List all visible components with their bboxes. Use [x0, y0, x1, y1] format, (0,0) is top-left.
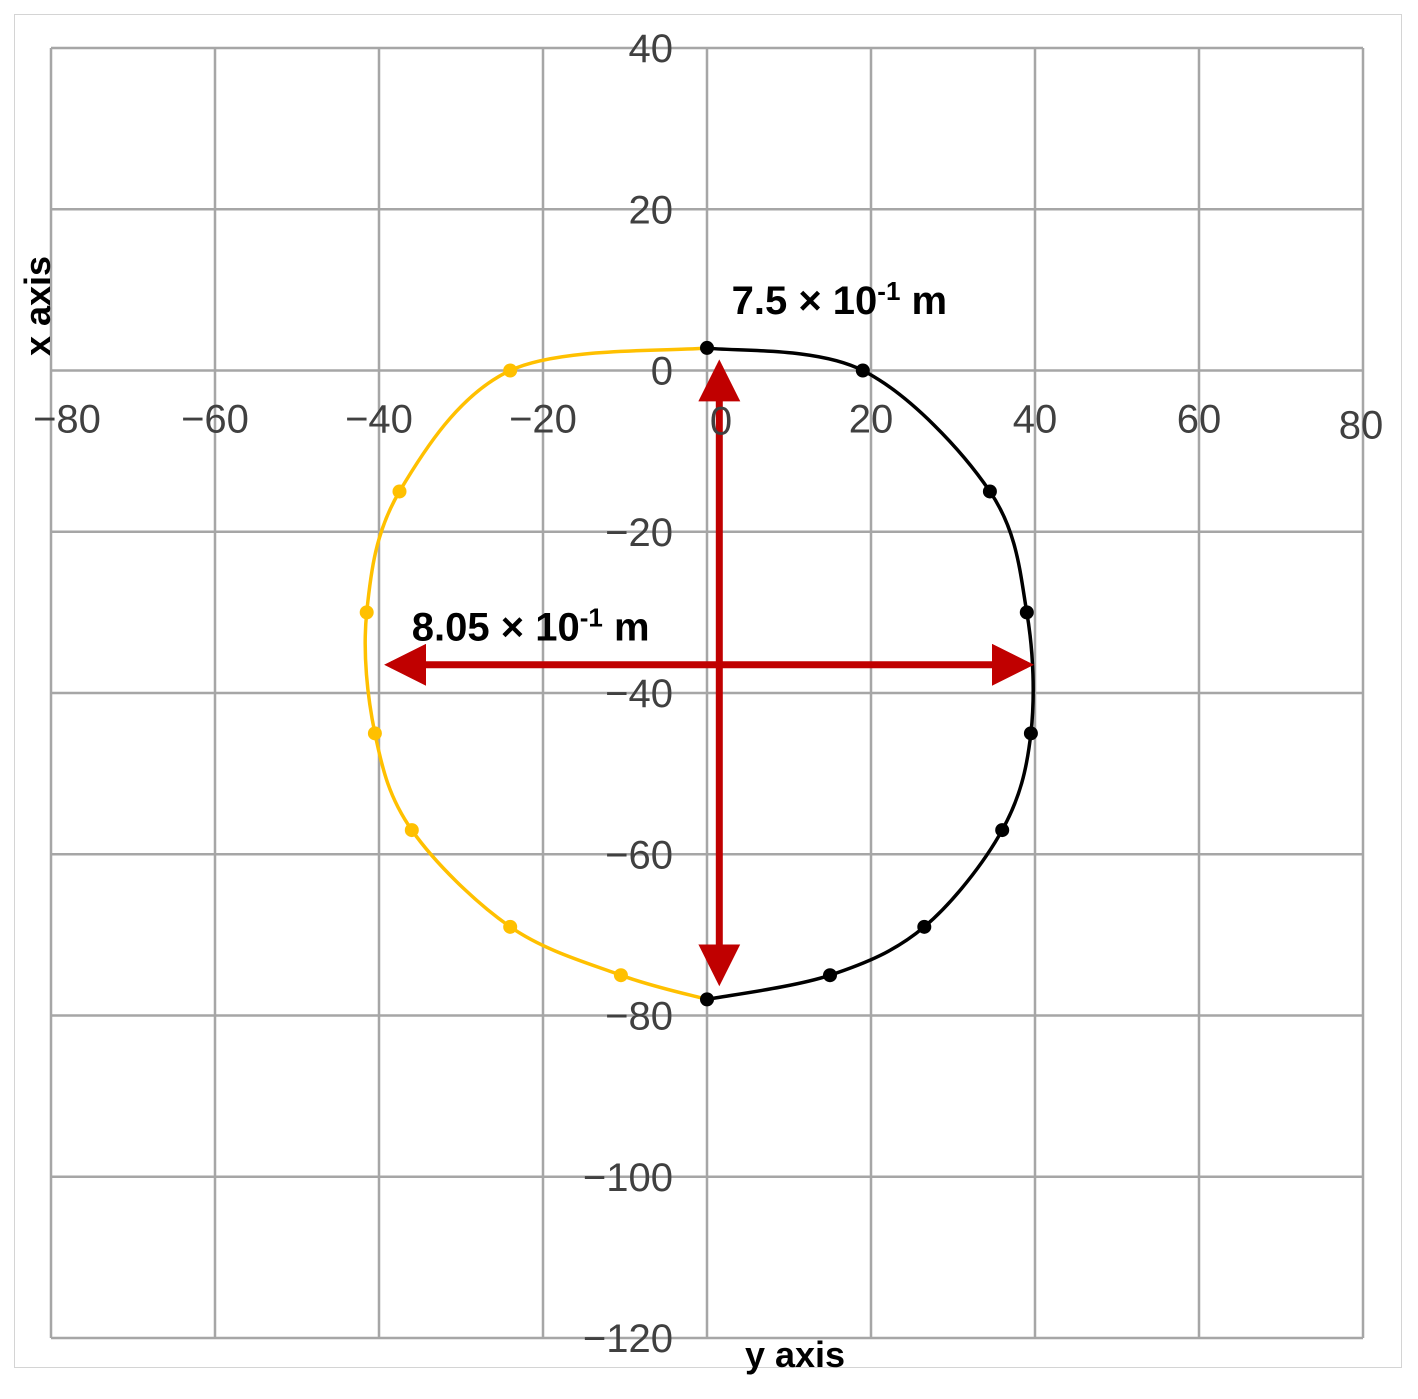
- data-point: [367, 726, 382, 741]
- chart-frame: [14, 14, 1402, 1368]
- y-tick-label: 20: [629, 188, 674, 232]
- x-tick-label: −60: [181, 398, 249, 442]
- data-point: [613, 968, 628, 983]
- x-tick-label: 20: [849, 398, 894, 442]
- y-tick-label: −80: [605, 995, 673, 1039]
- data-point: [1019, 605, 1034, 620]
- y-tick-label: −40: [605, 672, 673, 716]
- x-tick-label: −20: [509, 398, 577, 442]
- y-tick-label: 0: [651, 350, 673, 394]
- data-point: [392, 484, 407, 499]
- data-point: [503, 919, 518, 934]
- gridlines: [49, 46, 1365, 1340]
- data-point: [700, 992, 714, 1007]
- tick-labels: −80 −60 −40 −20 0 20 40 60 80 40 20 0 −20 −40 −60 −80 −1…: [33, 27, 1383, 1361]
- data-point: [982, 484, 997, 499]
- x-axis-title: y axis: [745, 1334, 845, 1375]
- series-line: [706, 346, 1035, 1002]
- data-point: [404, 823, 419, 838]
- y-tick-label: −60: [605, 833, 673, 877]
- data-point: [1023, 726, 1038, 741]
- x-tick-label: 0: [710, 400, 732, 444]
- dimension-arrows: [384, 359, 1034, 987]
- data-point: [855, 363, 870, 378]
- height-annotation: 7.5 × 10-1 m: [732, 276, 948, 323]
- x-tick-label: 40: [1013, 398, 1058, 442]
- y-tick-label: −100: [583, 1156, 673, 1200]
- x-tick-label: −40: [345, 398, 413, 442]
- y-tick-label: 40: [629, 27, 674, 71]
- y-tick-label: −20: [605, 511, 673, 555]
- data-point: [503, 363, 518, 378]
- data-point: [917, 919, 932, 934]
- data-point: [823, 968, 837, 983]
- x-tick-label: 60: [1177, 398, 1222, 442]
- y-tick-label: −120: [583, 1317, 673, 1361]
- x-tick-label: 80: [1339, 404, 1384, 448]
- y-axis-title: x axis: [17, 256, 58, 356]
- series-line: [363, 346, 708, 1002]
- x-tick-label: −80: [33, 398, 101, 442]
- data-point: [359, 605, 374, 620]
- width-annotation: 8.05 × 10-1 m: [412, 603, 650, 650]
- series-layer: [359, 340, 1038, 1007]
- annotations: 7.5 × 10-1 m 8.05 × 10-1 m: [412, 276, 947, 650]
- data-point: [700, 340, 714, 355]
- data-point: [995, 823, 1010, 838]
